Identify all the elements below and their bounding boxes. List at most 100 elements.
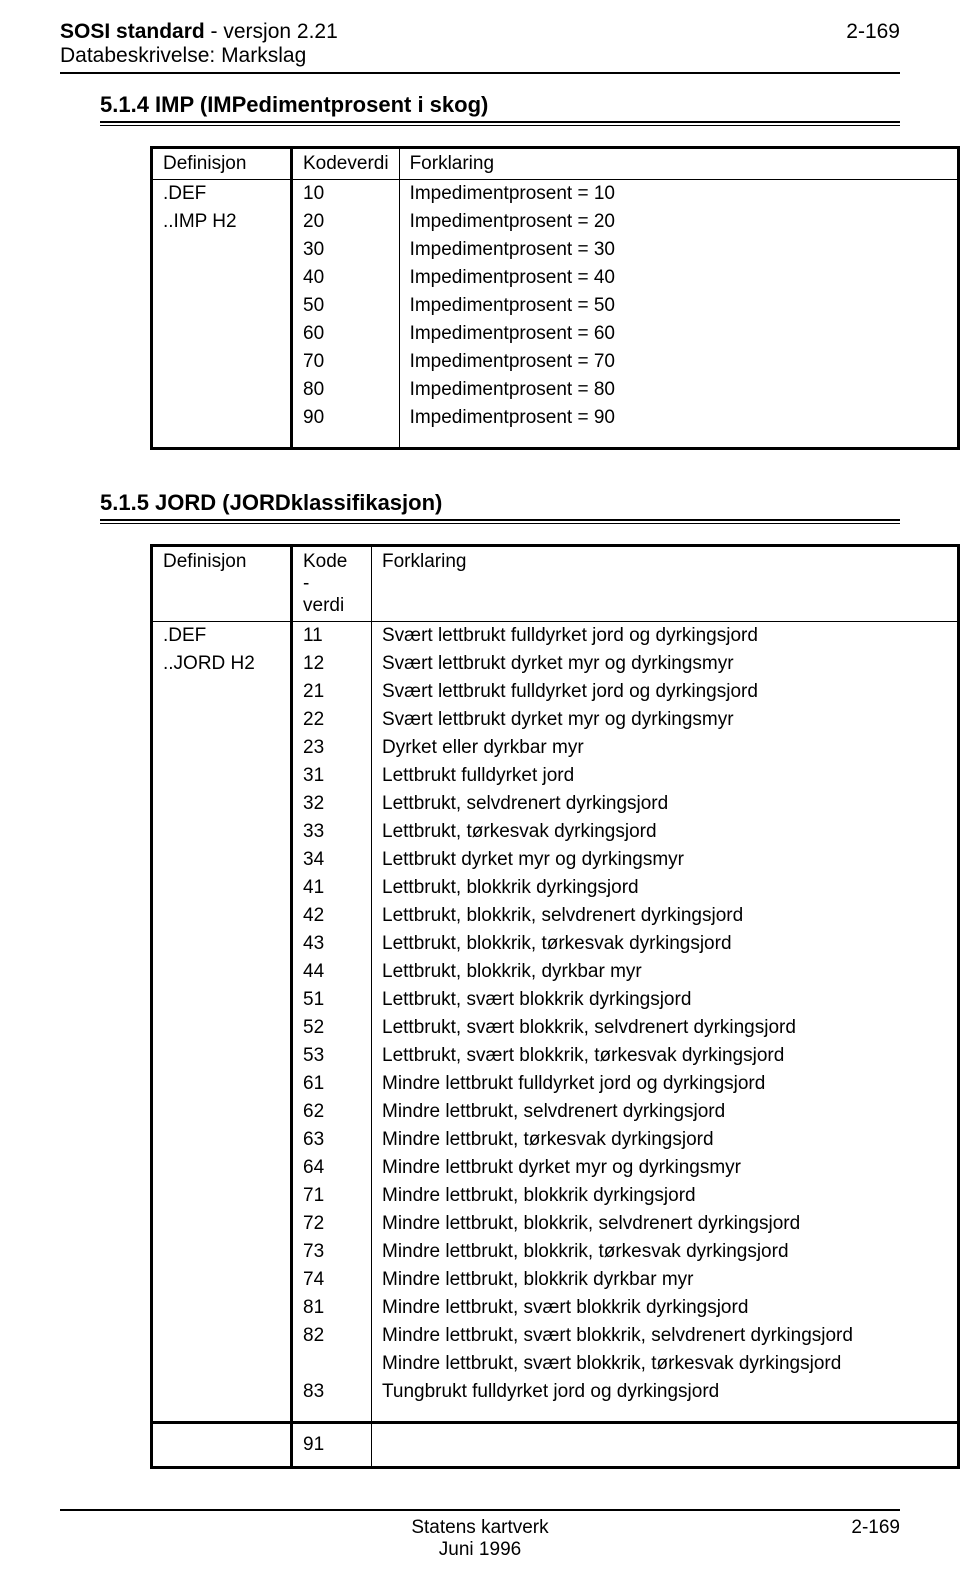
table-row: 30Impedimentprosent = 30 xyxy=(152,236,959,264)
imp-def-cell xyxy=(152,236,292,264)
jord-forklaring-cell: Lettbrukt, blokkrik dyrkingsjord xyxy=(372,874,959,902)
jord-th-definisjon: Definisjon xyxy=(152,546,292,622)
jord-code-cell: 52 xyxy=(292,1014,372,1042)
table-row: .DEF10Impedimentprosent = 10 xyxy=(152,180,959,209)
jord-def-cell xyxy=(152,874,292,902)
imp-def-cell xyxy=(152,348,292,376)
jord-forklaring-cell: Mindre lettbrukt, blokkrik dyrkingsjord xyxy=(372,1182,959,1210)
table-row: Mindre lettbrukt, svært blokkrik, tørkes… xyxy=(152,1350,959,1378)
table-row: 22Svært lettbrukt dyrket myr og dyrkings… xyxy=(152,706,959,734)
imp-code-cell: 30 xyxy=(292,236,400,264)
header-title: SOSI standard - versjon 2.21 xyxy=(60,20,338,44)
jord-forklaring-cell: Lettbrukt, svært blokkrik dyrkingsjord xyxy=(372,986,959,1014)
page-footer: Statens kartverk Juni 1996 2-169 xyxy=(60,1509,900,1561)
section-jord-title: 5.1.5 JORD (JORDklassifikasjon) xyxy=(100,490,900,521)
jord-def-cell xyxy=(152,1378,292,1423)
header-title-bold: SOSI standard xyxy=(60,20,205,43)
imp-forklaring-cell: Impedimentprosent = 60 xyxy=(399,320,958,348)
jord-table: Definisjon Kode-verdi Forklaring .DEF11S… xyxy=(150,544,960,1469)
jord-def-cell xyxy=(152,1210,292,1238)
jord-code-cell: 74 xyxy=(292,1266,372,1294)
imp-code-cell: 60 xyxy=(292,320,400,348)
table-row: 63Mindre lettbrukt, tørkesvak dyrkingsjo… xyxy=(152,1126,959,1154)
jord-forklaring-cell: Lettbrukt, svært blokkrik, tørkesvak dyr… xyxy=(372,1042,959,1070)
imp-def-cell xyxy=(152,320,292,348)
jord-forklaring-cell: Lettbrukt, svært blokkrik, selvdrenert d… xyxy=(372,1014,959,1042)
jord-forklaring-cell: Tungbrukt fulldyrket jord og dyrkingsjor… xyxy=(372,1378,959,1423)
jord-forklaring-cell: Svært lettbrukt fulldyrket jord og dyrki… xyxy=(372,622,959,651)
jord-forklaring-cell: Lettbrukt, blokkrik, dyrkbar myr xyxy=(372,958,959,986)
jord-gap-code: 91 xyxy=(292,1423,372,1468)
jord-code-cell xyxy=(292,1350,372,1378)
jord-code-cell: 73 xyxy=(292,1238,372,1266)
imp-def-cell: ..IMP H2 xyxy=(152,208,292,236)
jord-code-cell: 33 xyxy=(292,818,372,846)
footer-page-number: 2-169 xyxy=(820,1517,900,1539)
jord-def-cell xyxy=(152,846,292,874)
imp-code-cell: 50 xyxy=(292,292,400,320)
jord-forklaring-cell: Svært lettbrukt fulldyrket jord og dyrki… xyxy=(372,678,959,706)
table-row: 53Lettbrukt, svært blokkrik, tørkesvak d… xyxy=(152,1042,959,1070)
jord-def-cell: ..JORD H2 xyxy=(152,650,292,678)
jord-code-cell: 43 xyxy=(292,930,372,958)
jord-code-cell: 71 xyxy=(292,1182,372,1210)
table-row: 80Impedimentprosent = 80 xyxy=(152,376,959,404)
jord-code-cell: 42 xyxy=(292,902,372,930)
table-row: 71Mindre lettbrukt, blokkrik dyrkingsjor… xyxy=(152,1182,959,1210)
table-row: 60Impedimentprosent = 60 xyxy=(152,320,959,348)
jord-forklaring-cell: Mindre lettbrukt, blokkrik dyrkbar myr xyxy=(372,1266,959,1294)
jord-forklaring-cell: Mindre lettbrukt dyrket myr og dyrkingsm… xyxy=(372,1154,959,1182)
jord-forklaring-cell: Svært lettbrukt dyrket myr og dyrkingsmy… xyxy=(372,650,959,678)
jord-def-cell xyxy=(152,762,292,790)
section-jord: 5.1.5 JORD (JORDklassifikasjon) Definisj… xyxy=(100,490,900,1469)
jord-def-cell xyxy=(152,1154,292,1182)
table-row: 34Lettbrukt dyrket myr og dyrkingsmyr xyxy=(152,846,959,874)
table-row: 74Mindre lettbrukt, blokkrik dyrkbar myr xyxy=(152,1266,959,1294)
imp-forklaring-cell: Impedimentprosent = 80 xyxy=(399,376,958,404)
imp-def-cell xyxy=(152,292,292,320)
jord-forklaring-cell: Lettbrukt fulldyrket jord xyxy=(372,762,959,790)
jord-def-cell xyxy=(152,1070,292,1098)
imp-code-cell: 90 xyxy=(292,404,400,449)
jord-def-cell xyxy=(152,1014,292,1042)
table-row: 32Lettbrukt, selvdrenert dyrkingsjord xyxy=(152,790,959,818)
jord-forklaring-cell: Mindre lettbrukt, svært blokkrik, selvdr… xyxy=(372,1322,959,1350)
imp-def-cell xyxy=(152,264,292,292)
jord-code-cell: 34 xyxy=(292,846,372,874)
page-header: SOSI standard - versjon 2.21 2-169 Datab… xyxy=(60,20,900,74)
table-row: 41Lettbrukt, blokkrik dyrkingsjord xyxy=(152,874,959,902)
jord-forklaring-cell: Mindre lettbrukt, blokkrik, tørkesvak dy… xyxy=(372,1238,959,1266)
table-row: 52Lettbrukt, svært blokkrik, selvdrenert… xyxy=(152,1014,959,1042)
jord-def-cell xyxy=(152,1098,292,1126)
jord-code-cell: 64 xyxy=(292,1154,372,1182)
jord-code-cell: 63 xyxy=(292,1126,372,1154)
imp-th-forklaring: Forklaring xyxy=(399,148,958,180)
table-row: 61Mindre lettbrukt fulldyrket jord og dy… xyxy=(152,1070,959,1098)
jord-forklaring-cell: Mindre lettbrukt, tørkesvak dyrkingsjord xyxy=(372,1126,959,1154)
header-page-number: 2-169 xyxy=(846,20,900,44)
table-row: 31Lettbrukt fulldyrket jord xyxy=(152,762,959,790)
jord-code-cell: 11 xyxy=(292,622,372,651)
table-row: 70Impedimentprosent = 70 xyxy=(152,348,959,376)
table-row: 72Mindre lettbrukt, blokkrik, selvdrener… xyxy=(152,1210,959,1238)
table-row: 64Mindre lettbrukt dyrket myr og dyrking… xyxy=(152,1154,959,1182)
jord-def-cell xyxy=(152,1042,292,1070)
jord-code-cell: 44 xyxy=(292,958,372,986)
jord-forklaring-cell: Lettbrukt dyrket myr og dyrkingsmyr xyxy=(372,846,959,874)
table-row: 21Svært lettbrukt fulldyrket jord og dyr… xyxy=(152,678,959,706)
imp-forklaring-cell: Impedimentprosent = 50 xyxy=(399,292,958,320)
jord-code-cell: 53 xyxy=(292,1042,372,1070)
jord-def-cell xyxy=(152,734,292,762)
jord-def-cell xyxy=(152,1238,292,1266)
imp-code-cell: 70 xyxy=(292,348,400,376)
jord-code-cell: 21 xyxy=(292,678,372,706)
table-row: 90Impedimentprosent = 90 xyxy=(152,404,959,449)
table-row: 42Lettbrukt, blokkrik, selvdrenert dyrki… xyxy=(152,902,959,930)
table-row: 40Impedimentprosent = 40 xyxy=(152,264,959,292)
jord-code-cell: 32 xyxy=(292,790,372,818)
jord-code-cell: 61 xyxy=(292,1070,372,1098)
jord-th-kodeverdi: Kode-verdi xyxy=(292,546,372,622)
jord-forklaring-cell: Dyrket eller dyrkbar myr xyxy=(372,734,959,762)
table-row: 81Mindre lettbrukt, svært blokkrik dyrki… xyxy=(152,1294,959,1322)
jord-forklaring-cell: Mindre lettbrukt, svært blokkrik, tørkes… xyxy=(372,1350,959,1378)
